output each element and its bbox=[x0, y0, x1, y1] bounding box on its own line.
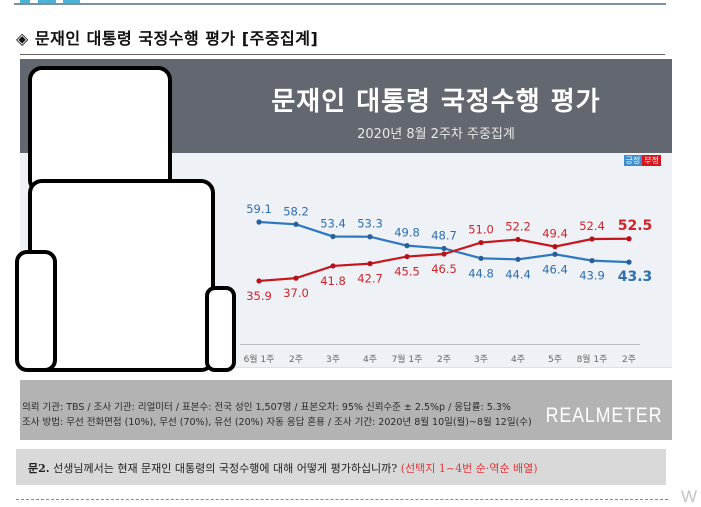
x-tick-label: 8월 1주 bbox=[576, 355, 608, 365]
data-point bbox=[478, 255, 484, 261]
data-label: 49.4 bbox=[542, 227, 568, 241]
realmeter-logo: REALMETER bbox=[545, 404, 662, 427]
data-label: 42.7 bbox=[357, 272, 383, 286]
data-point bbox=[404, 253, 410, 260]
question-text: 문2. 선생님께서는 현재 문재인 대통령의 국정수행에 대해 어떻게 평가하십… bbox=[28, 460, 538, 476]
data-point bbox=[404, 243, 410, 249]
overlay-shape-right-arm bbox=[205, 286, 236, 372]
overlay-shape-top bbox=[28, 66, 172, 194]
x-tick-label: 2주 bbox=[436, 355, 452, 365]
data-label: 46.5 bbox=[431, 262, 457, 276]
data-point bbox=[515, 256, 521, 262]
data-point bbox=[626, 259, 632, 265]
dashed-separator bbox=[16, 495, 668, 503]
data-label: 43.9 bbox=[579, 269, 605, 283]
chart-title: 문재인 대통령 국정수행 평가 bbox=[271, 87, 601, 117]
data-label: 46.4 bbox=[542, 262, 568, 276]
legend-negative: 부정 bbox=[642, 155, 661, 166]
x-axis-labels: 6월 1주 2주 3주 4주 7월 1주 2주 3주 4주 5주 8월 1주 2주 bbox=[20, 352, 672, 366]
data-label: 58.2 bbox=[283, 204, 309, 218]
data-label: 49.8 bbox=[394, 226, 420, 240]
data-label: 45.5 bbox=[394, 265, 420, 279]
data-point bbox=[293, 221, 299, 227]
data-label: 37.0 bbox=[283, 286, 309, 300]
data-label: 41.8 bbox=[320, 274, 346, 288]
data-point bbox=[441, 245, 447, 252]
header-accent bbox=[20, 0, 80, 3]
data-label: 52.4 bbox=[579, 219, 605, 233]
x-tick-label: 2주 bbox=[288, 355, 304, 365]
data-point bbox=[552, 251, 558, 257]
data-point bbox=[515, 236, 521, 243]
overlay-shape-left-arm bbox=[15, 250, 57, 372]
chart-legend: 긍정 부정 bbox=[623, 155, 661, 166]
watermark-text: W bbox=[681, 487, 698, 506]
data-label: 43.3 bbox=[618, 269, 653, 285]
divider bbox=[20, 54, 665, 55]
section-title: ◈ 문재인 대통령 국정수행 평가 [주중집계] bbox=[16, 29, 319, 48]
chart-subtitle: 2020년 8월 2주차 주중집계 bbox=[357, 127, 515, 142]
data-point bbox=[441, 251, 447, 257]
data-point bbox=[589, 236, 595, 242]
data-point bbox=[589, 258, 595, 264]
data-label: 48.7 bbox=[431, 228, 457, 242]
data-point bbox=[552, 244, 558, 250]
data-label: 35.9 bbox=[246, 289, 272, 303]
x-tick-label: 5주 bbox=[547, 355, 563, 365]
data-label: 51.0 bbox=[468, 223, 494, 237]
x-tick-label: 7월 1주 bbox=[391, 355, 423, 365]
data-label: 44.8 bbox=[468, 266, 494, 280]
x-tick-label: 6월 1주 bbox=[243, 355, 275, 365]
x-axis-line bbox=[240, 344, 640, 345]
data-point bbox=[478, 239, 484, 246]
header-rule bbox=[14, 3, 666, 5]
data-point bbox=[367, 234, 373, 240]
data-label: 44.4 bbox=[505, 267, 531, 281]
data-point bbox=[330, 263, 336, 269]
survey-info-line-2: 조사 방법: 무선 전화면접 (10%), 무선 (70%), 유선 (20%)… bbox=[22, 417, 532, 428]
data-label: 52.5 bbox=[618, 218, 653, 234]
x-tick-label: 4주 bbox=[510, 355, 526, 365]
data-point bbox=[330, 233, 336, 240]
data-label: 53.4 bbox=[320, 216, 346, 230]
data-label: 59.1 bbox=[246, 202, 272, 216]
question-box: 문2. 선생님께서는 현재 문재인 대통령의 국정수행에 대해 어떻게 평가하십… bbox=[16, 449, 666, 485]
data-label: 53.3 bbox=[357, 217, 383, 231]
overlay-shape-body bbox=[28, 179, 215, 372]
x-tick-label: 3주 bbox=[473, 355, 489, 365]
chart-bottom-rule bbox=[20, 367, 672, 368]
data-point bbox=[293, 275, 299, 281]
data-label: 52.2 bbox=[505, 220, 531, 234]
data-point bbox=[256, 278, 262, 284]
survey-info-line-1: 의뢰 기관: TBS / 조사 기관: 리얼미터 / 표본수: 전국 성인 1,… bbox=[22, 402, 511, 413]
x-tick-label: 4주 bbox=[362, 355, 378, 365]
survey-info-panel: 의뢰 기관: TBS / 조사 기관: 리얼미터 / 표본수: 전국 성인 1,… bbox=[20, 380, 672, 440]
data-point bbox=[626, 236, 632, 242]
x-tick-label: 2주 bbox=[621, 355, 637, 365]
x-tick-label: 3주 bbox=[325, 355, 341, 365]
data-point bbox=[256, 219, 262, 225]
question-note: (선택지 1~4번 순·역순 배열) bbox=[400, 462, 538, 475]
data-point bbox=[367, 261, 373, 267]
question-body: 선생님께서는 현재 문재인 대통령의 국정수행에 대해 어떻게 평가하십니까? bbox=[49, 462, 401, 475]
question-label: 문2. bbox=[28, 462, 50, 475]
line-plot: 59.1 58.2 53.4 53.3 49.8 48.7 44.8 44.4 46.4 43.9… bbox=[246, 202, 653, 303]
legend-positive: 긍정 bbox=[623, 155, 643, 166]
